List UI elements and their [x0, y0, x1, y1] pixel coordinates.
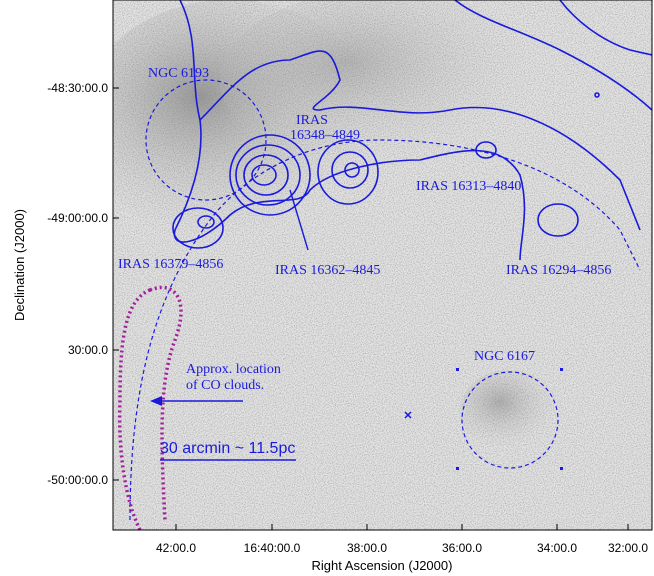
x-tick-label: 16:40:00.0	[244, 541, 301, 555]
x-axis-title: Right Ascension (J2000)	[312, 558, 453, 573]
label: IRAS 16294–4856	[506, 263, 611, 278]
x-tick-label: 34:00.0	[537, 541, 577, 555]
label: IRAS 16313–4840	[416, 179, 521, 194]
label: IRAS 16379–4856	[118, 257, 223, 272]
contours	[117, 0, 652, 530]
x-tick-label: 32:00.0	[608, 541, 648, 555]
label: IRAS 16362–4845	[275, 263, 380, 278]
y-tick-label: 30:00.0	[68, 343, 108, 357]
label: of CO clouds.	[186, 378, 264, 393]
axis-ticks: 42:00.0 16:40:00.0 38:00.0 36:00.0 34:00.0 32…	[47, 81, 648, 555]
x-tick-label: 38:00.0	[347, 541, 387, 555]
frame	[112, 0, 653, 531]
x-tick-label: 36:00.0	[442, 541, 482, 555]
label: NGC 6167	[474, 349, 535, 364]
sky-image	[113, 0, 652, 530]
label: 16348–4849	[290, 128, 360, 143]
label: Approx. location	[186, 362, 281, 377]
scale-bar-label: 30 arcmin ~ 11.5pc	[160, 440, 295, 457]
y-tick-label: -50:00:00.0	[47, 473, 108, 487]
label: IRAS	[296, 113, 328, 128]
y-tick-label: -48:30:00.0	[47, 81, 108, 95]
x-tick-label: 42:00.0	[156, 541, 196, 555]
label: NGC 6193	[148, 66, 209, 81]
y-axis-title: Declination (J2000)	[12, 209, 27, 321]
y-tick-label: -49:00:00.0	[47, 211, 108, 225]
